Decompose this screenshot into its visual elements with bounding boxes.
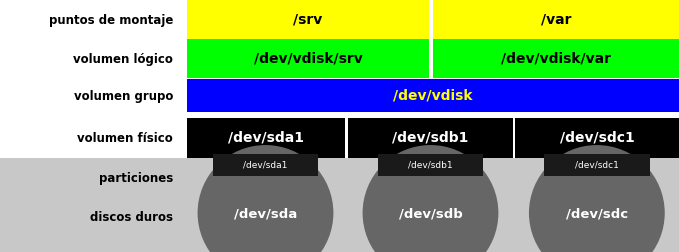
Bar — [433, 39, 679, 78]
Bar — [348, 118, 513, 158]
Bar — [0, 158, 679, 252]
Text: /dev/vdisk: /dev/vdisk — [393, 89, 473, 103]
Text: /dev/sda1: /dev/sda1 — [228, 131, 304, 145]
Text: /dev/sda: /dev/sda — [234, 208, 297, 221]
Bar — [378, 154, 483, 176]
Bar — [187, 39, 429, 78]
Text: /dev/vdisk/var: /dev/vdisk/var — [501, 52, 611, 66]
Text: /dev/vdisk/srv: /dev/vdisk/srv — [253, 52, 363, 66]
Text: puntos de montaje: puntos de montaje — [49, 14, 173, 27]
Text: /dev/sdc1: /dev/sdc1 — [575, 161, 619, 170]
Text: /dev/sdb1: /dev/sdb1 — [392, 131, 469, 145]
Text: volumen físico: volumen físico — [77, 132, 173, 145]
Bar — [187, 118, 345, 158]
Text: /srv: /srv — [293, 13, 323, 26]
Ellipse shape — [198, 145, 333, 252]
Text: /dev/sdb1: /dev/sdb1 — [408, 161, 453, 170]
Text: /dev/sdc1: /dev/sdc1 — [559, 131, 635, 145]
Bar — [433, 0, 679, 39]
Bar — [544, 154, 650, 176]
Text: /dev/sdc: /dev/sdc — [566, 208, 628, 221]
Text: particiones: particiones — [99, 172, 173, 185]
Ellipse shape — [363, 145, 498, 252]
Bar — [187, 79, 679, 112]
Text: volumen grupo: volumen grupo — [74, 90, 173, 103]
Text: volumen lógico: volumen lógico — [73, 53, 173, 66]
Bar — [515, 118, 679, 158]
Bar — [213, 154, 318, 176]
Ellipse shape — [529, 145, 665, 252]
Text: /dev/sdb: /dev/sdb — [399, 208, 462, 221]
Text: /var: /var — [541, 13, 571, 26]
Bar — [187, 0, 429, 39]
Text: /dev/sda1: /dev/sda1 — [243, 161, 288, 170]
Text: discos duros: discos duros — [90, 211, 173, 225]
